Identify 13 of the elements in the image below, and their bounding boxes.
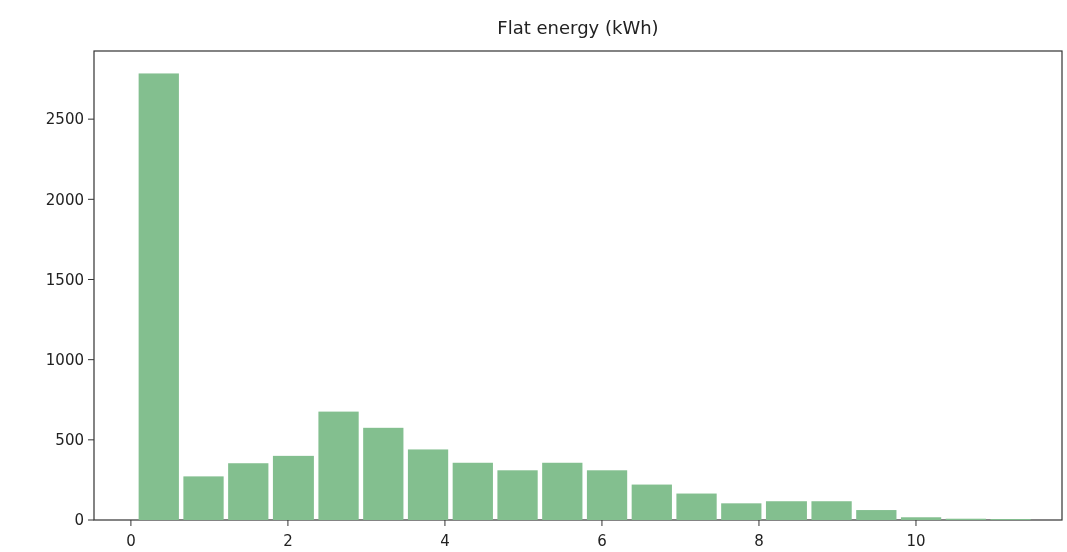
x-tick-label: 2 [283, 532, 293, 550]
x-tick-label: 4 [440, 532, 450, 550]
x-tick-label: 8 [754, 532, 764, 550]
y-tick-label: 500 [55, 431, 84, 450]
y-tick-label: 2500 [45, 110, 84, 129]
y-tick-label: 1500 [45, 270, 84, 289]
x-tick-label: 0 [126, 532, 136, 550]
y-tick-label: 0 [74, 511, 84, 530]
x-tick-label: 10 [906, 532, 926, 550]
y-tick-label: 1000 [45, 350, 84, 369]
chart-title: Flat energy (kWh) [497, 17, 659, 38]
y-tick-label: 2000 [45, 190, 84, 209]
x-tick-label: 6 [597, 532, 607, 550]
